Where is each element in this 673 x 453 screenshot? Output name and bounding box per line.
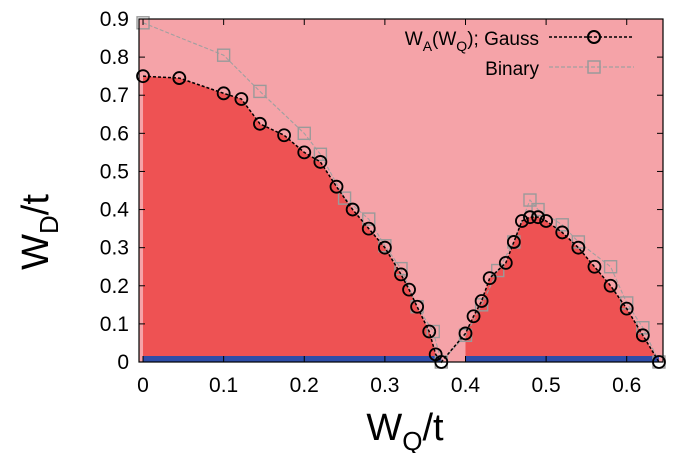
gauss-point [329, 179, 344, 194]
gauss-point [603, 278, 618, 293]
x-tick-label: 0.5 [532, 374, 561, 397]
x-tick-label: 0 [137, 374, 149, 397]
y-axis-title: WD/t [15, 194, 64, 270]
gauss-point [410, 299, 425, 314]
gauss-point [571, 240, 586, 255]
gauss-point [377, 240, 392, 255]
x-tick-label: 0.1 [209, 374, 238, 397]
y-tick-label: 0.5 [100, 160, 129, 183]
y-tick-label: 0.6 [100, 122, 129, 145]
gauss-point [619, 301, 634, 316]
binary-point [603, 260, 618, 274]
x-tick-label: 0.2 [290, 374, 319, 397]
gauss-point [474, 294, 489, 308]
gauss-point [466, 309, 481, 324]
binary-point [426, 324, 440, 339]
gauss-point [345, 202, 360, 217]
gauss-point [277, 128, 292, 143]
binary-point [136, 16, 150, 30]
gauss-point [506, 235, 521, 249]
x-tick-label: 0.3 [370, 374, 399, 397]
gauss-point [313, 155, 328, 169]
gauss-point [422, 324, 437, 339]
y-tick-label: 0.3 [100, 237, 129, 260]
binary-point [491, 263, 505, 278]
y-tick-label: 0 [117, 351, 129, 374]
gauss-point [482, 271, 497, 286]
binary-point [297, 126, 311, 141]
gauss-point [515, 214, 529, 228]
legend-marker-gauss [587, 30, 601, 44]
gauss-point [136, 69, 150, 84]
x-tick-label: 0.4 [451, 374, 481, 397]
gauss-point [498, 256, 513, 270]
gauss-point [555, 225, 570, 240]
gauss-point [531, 210, 545, 225]
y-axis-ticks: 0 0.1 0.2 0.3 0.4 0.5 0.6 0.7 0.8 0.9 [100, 8, 663, 374]
gauss-point [458, 326, 473, 341]
binary-point [313, 147, 328, 161]
x-tick-label: 0.6 [612, 374, 641, 397]
binary-point [337, 191, 352, 205]
gauss-point [523, 210, 537, 225]
gauss-point [361, 221, 376, 236]
filled-regions [143, 76, 659, 363]
legend-label-gauss: WA(WQ); Gauss [405, 29, 539, 54]
x-axis-title: WQ/t [366, 407, 444, 453]
binary-point [253, 84, 267, 99]
y-tick-label: 0.4 [100, 199, 130, 222]
y-tick-label: 0.9 [100, 8, 129, 31]
y-tick-label: 0.7 [100, 84, 129, 107]
gauss-point [216, 86, 231, 101]
binary-point [216, 48, 231, 62]
gauss-point [172, 71, 187, 85]
y-tick-label: 0.8 [100, 46, 129, 69]
y-tick-label: 0.2 [100, 275, 129, 298]
gauss-point [297, 145, 312, 160]
legend-entry-gauss: WA(WQ); Gauss [405, 29, 634, 54]
gauss-point [635, 328, 650, 343]
gauss-point [234, 92, 249, 106]
binary-point [636, 321, 650, 335]
legend: WA(WQ); Gauss Binary [405, 29, 634, 80]
plot-frame [138, 18, 664, 363]
binary-point [555, 218, 569, 232]
binary-point [362, 212, 376, 226]
binary-point [394, 261, 408, 276]
filled-region-1 [143, 76, 442, 363]
gauss-point [402, 282, 416, 297]
legend-label-binary: Binary [485, 59, 539, 80]
binary-point [523, 193, 537, 207]
legend-marker-binary [587, 60, 601, 74]
y-tick-label: 0.1 [100, 313, 129, 336]
x-axis-ticks: 0 0.1 0.2 0.3 0.4 0.5 0.6 [137, 19, 641, 397]
gauss-point [394, 267, 408, 282]
binary-point [571, 235, 586, 249]
binary-point [531, 202, 545, 217]
legend-entry-binary: Binary [485, 59, 634, 80]
gauss-point [587, 259, 602, 274]
filled-region-2 [465, 217, 659, 362]
gauss-point [253, 116, 267, 131]
gauss-point [539, 214, 554, 228]
